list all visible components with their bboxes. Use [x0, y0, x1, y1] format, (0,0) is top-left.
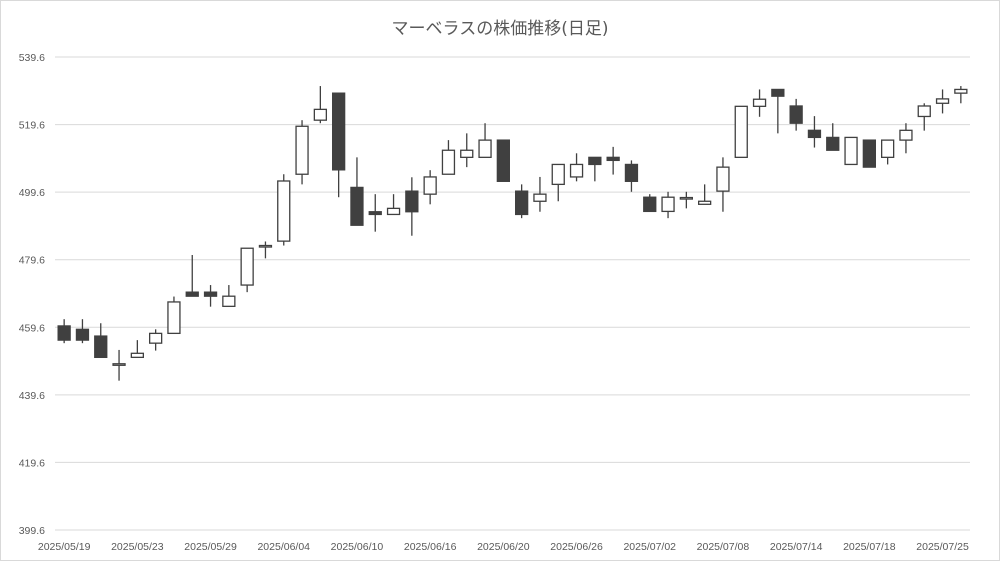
candle-up: [460, 149, 474, 158]
candle-down: [350, 186, 364, 226]
candle-down: [862, 139, 876, 168]
candle-down: [75, 328, 90, 341]
candle-down: [185, 291, 199, 297]
x-tick-label: 2025/05/19: [38, 541, 91, 553]
candle-up: [258, 244, 273, 248]
x-tick-label: 2025/07/18: [843, 541, 896, 553]
candle-down: [496, 139, 511, 182]
candle-up: [386, 207, 401, 216]
x-tick-label: 2025/06/26: [550, 541, 603, 553]
candle-down: [94, 335, 108, 359]
candle-up: [899, 129, 913, 141]
candle-up: [423, 176, 437, 195]
y-tick-label: 459.6: [19, 322, 45, 334]
candle-up: [954, 88, 968, 94]
candle-up: [734, 105, 748, 158]
candle-down: [826, 136, 840, 151]
candle-down: [606, 156, 620, 162]
y-tick-label: 439.6: [19, 390, 45, 402]
candle-up: [716, 166, 730, 192]
candle-up: [679, 196, 693, 200]
x-tick-label: 2025/05/23: [111, 541, 164, 553]
candle-up: [661, 196, 675, 213]
candle-up: [533, 193, 547, 202]
candle-up: [167, 301, 181, 335]
x-tick-label: 2025/06/16: [404, 541, 457, 553]
candle-up: [917, 105, 931, 118]
x-tick-label: 2025/06/10: [331, 541, 384, 553]
chart-title: マーベラスの株価推移(日足): [391, 19, 609, 39]
x-tick-label: 2025/07/02: [623, 541, 676, 553]
candle-down: [771, 88, 785, 97]
candle-up: [569, 163, 584, 178]
x-tick-label: 2025/07/25: [916, 541, 969, 553]
candle-down: [368, 211, 382, 216]
candle-up: [222, 295, 236, 307]
candle-down: [588, 156, 602, 166]
candle-up: [277, 180, 291, 242]
x-tick-label: 2025/05/29: [184, 541, 237, 553]
x-tick-label: 2025/06/04: [257, 541, 310, 553]
candle-up: [935, 98, 950, 104]
candle-down: [331, 92, 346, 171]
y-tick-label: 479.6: [19, 255, 45, 267]
x-tick-label: 2025/07/14: [770, 541, 823, 553]
candle-down: [643, 196, 657, 213]
candle-up: [881, 139, 895, 158]
candle-up: [551, 163, 565, 186]
candle-up: [478, 139, 492, 158]
candle-down: [624, 163, 639, 182]
candle-up: [112, 363, 126, 366]
candle-up: [148, 332, 163, 344]
candle-up: [313, 108, 328, 121]
candle-up: [295, 125, 309, 175]
candle-up: [752, 98, 767, 107]
candle-up: [130, 352, 145, 359]
candle-up: [441, 149, 456, 175]
x-tick-label: 2025/07/08: [697, 541, 750, 553]
y-tick-label: 499.6: [19, 187, 45, 199]
candle-up: [844, 136, 858, 166]
candle-down: [515, 190, 529, 216]
candle-down: [807, 129, 822, 139]
y-tick-label: 539.6: [19, 52, 45, 64]
candle-up: [240, 247, 254, 286]
candle-down: [789, 105, 803, 124]
y-tick-label: 419.6: [19, 457, 45, 469]
candle-up: [698, 200, 712, 205]
candle-down: [203, 291, 218, 297]
y-tick-label: 399.6: [19, 525, 45, 537]
candle-down: [57, 325, 71, 341]
candle-down: [405, 190, 419, 213]
y-tick-label: 519.6: [19, 120, 45, 132]
x-tick-label: 2025/06/20: [477, 541, 530, 553]
